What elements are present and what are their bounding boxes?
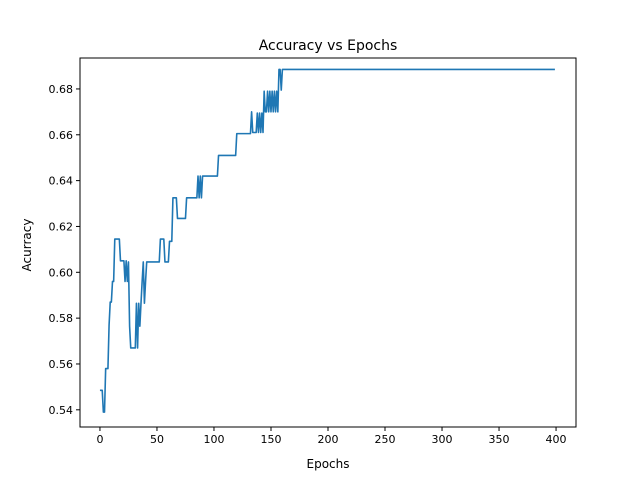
y-tick-label: 0.58 <box>49 312 74 325</box>
y-tick-label: 0.68 <box>49 83 74 96</box>
y-tick-label: 0.56 <box>49 358 74 371</box>
accuracy-series-line <box>99 68 555 413</box>
x-axis-ticks: 0 50 100 150 200 250 300 350 400 <box>96 427 567 446</box>
x-tick-label: 100 <box>203 433 224 446</box>
x-tick-label: 400 <box>546 433 567 446</box>
y-tick-label: 0.54 <box>49 404 74 417</box>
chart-title: Accuracy vs Epochs <box>259 38 398 54</box>
x-tick-label: 250 <box>375 433 396 446</box>
x-axis-label: Epochs <box>307 457 350 471</box>
y-axis-ticks: 0.54 0.56 0.58 0.60 0.62 0.64 0.66 0.68 <box>49 83 80 417</box>
x-tick-label: 350 <box>489 433 510 446</box>
y-tick-label: 0.66 <box>49 129 74 142</box>
x-tick-label: 0 <box>96 433 103 446</box>
y-tick-label: 0.60 <box>49 266 74 279</box>
y-tick-label: 0.64 <box>49 175 74 188</box>
x-tick-label: 200 <box>318 433 339 446</box>
plot-area <box>99 68 555 413</box>
x-tick-label: 50 <box>150 433 164 446</box>
y-tick-label: 0.62 <box>49 220 74 233</box>
x-tick-label: 150 <box>260 433 281 446</box>
y-axis-label: Acurracy <box>20 219 34 272</box>
axes-frame <box>79 57 577 428</box>
x-tick-label: 300 <box>432 433 453 446</box>
